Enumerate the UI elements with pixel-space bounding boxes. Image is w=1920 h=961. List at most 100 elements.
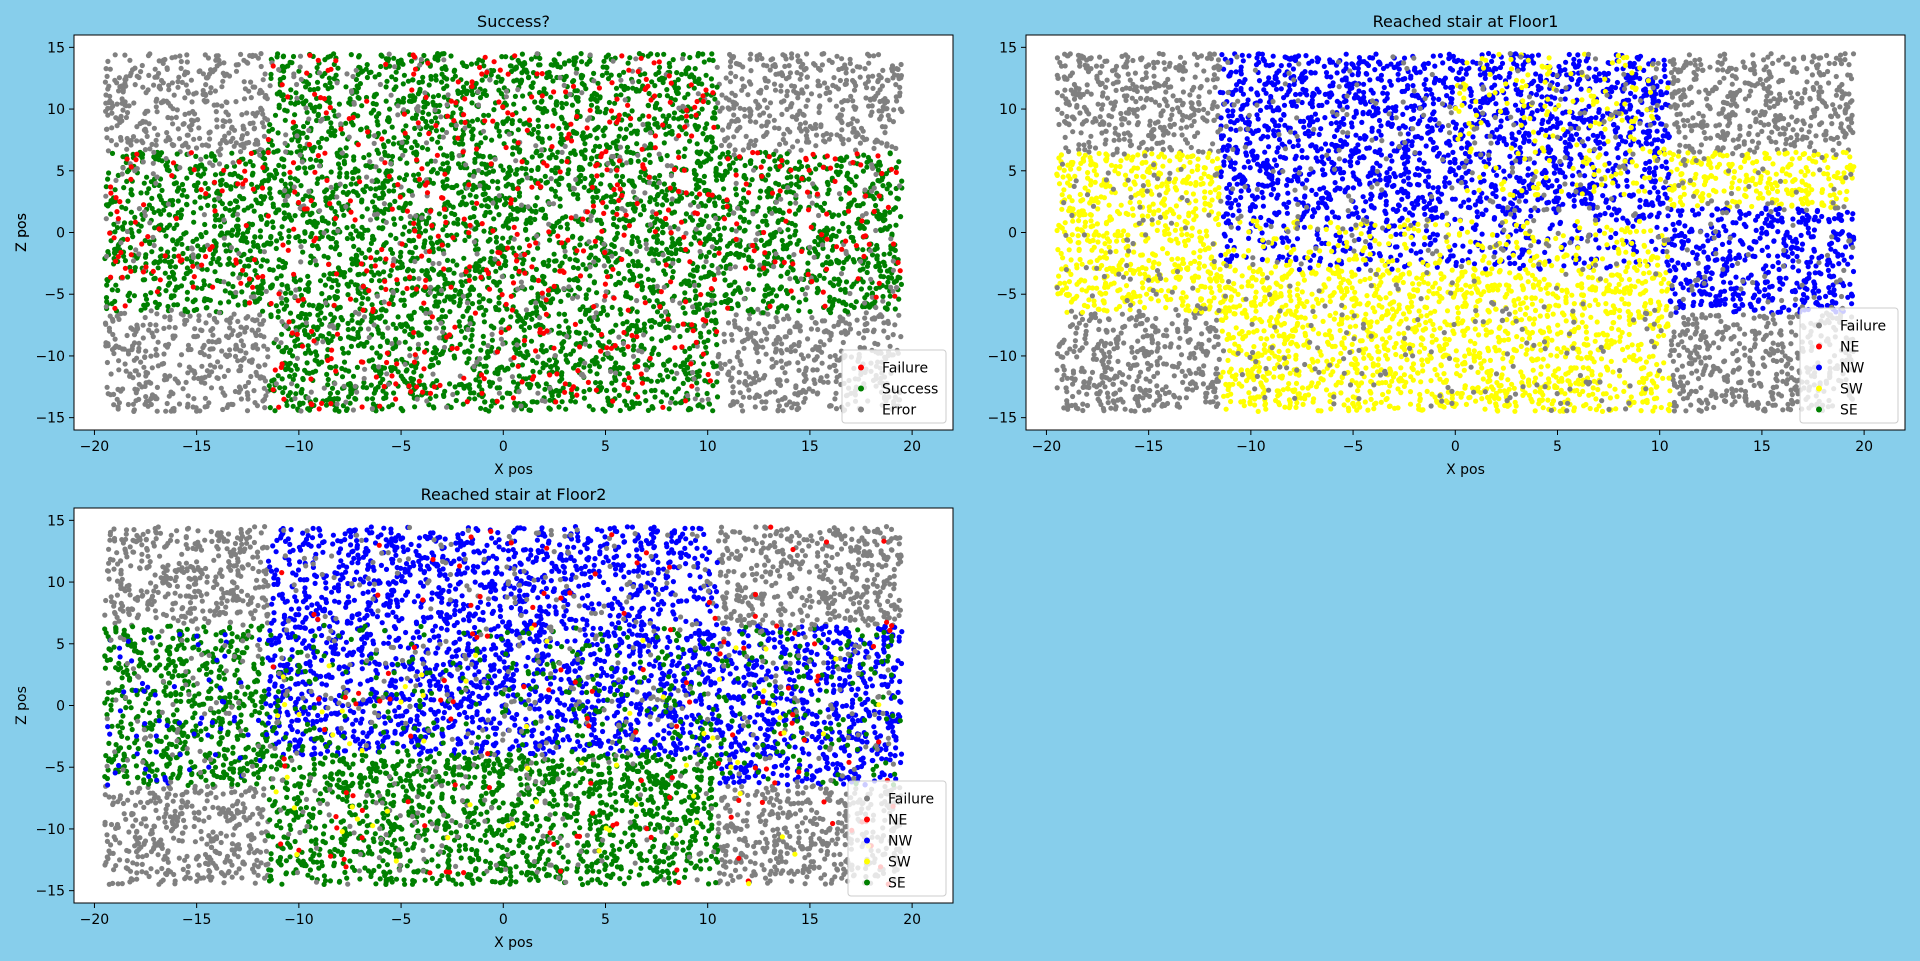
point-success (566, 381, 572, 387)
point-success (613, 85, 620, 91)
point-success (597, 380, 604, 386)
point-success (547, 135, 553, 141)
point-success (643, 237, 649, 243)
point-error (770, 56, 776, 62)
point-success (508, 314, 514, 320)
point-success (637, 174, 643, 180)
point-error (161, 351, 167, 357)
point-success (701, 218, 707, 224)
point-success (696, 306, 702, 312)
point-success (337, 170, 343, 176)
point-success (694, 182, 700, 188)
point-error (254, 110, 260, 116)
point-success (279, 156, 285, 162)
point-success (513, 171, 519, 177)
point-error (752, 330, 759, 336)
point-success (675, 386, 682, 392)
point-error (857, 140, 864, 146)
point-success (359, 197, 365, 203)
point-error (161, 325, 167, 331)
point-success (590, 407, 596, 413)
point-error (116, 75, 122, 81)
point-error (183, 379, 189, 385)
point-success (563, 352, 569, 358)
point-success (365, 227, 371, 233)
point-success (655, 260, 662, 266)
point-error (731, 134, 737, 140)
point-success (267, 405, 273, 411)
point-success (499, 76, 505, 82)
point-error (779, 396, 785, 402)
point-success (281, 210, 287, 216)
point-success (656, 69, 662, 75)
point-success (529, 131, 535, 137)
point-error (166, 82, 172, 88)
point-success (526, 74, 532, 80)
point-error (802, 120, 809, 126)
point-success (422, 228, 429, 234)
point-success (543, 215, 549, 221)
point-success (595, 188, 601, 194)
point-error (182, 111, 188, 117)
point-success (704, 390, 710, 397)
point-success (701, 361, 707, 367)
point-success (486, 408, 492, 414)
point-success (461, 62, 467, 69)
point-success (703, 254, 709, 260)
point-success (651, 304, 657, 310)
point-success (481, 319, 487, 325)
point-error (253, 342, 259, 348)
point-error (843, 77, 850, 83)
point-success (530, 368, 536, 374)
point-error (760, 344, 766, 350)
point-success (683, 131, 689, 137)
point-success (483, 183, 489, 189)
point-success (449, 155, 455, 161)
point-success (401, 72, 407, 78)
point-error (252, 400, 258, 406)
point-success (593, 380, 599, 386)
point-error (186, 124, 192, 130)
point-error (759, 123, 765, 129)
point-success (433, 301, 440, 307)
point-error (864, 85, 870, 91)
point-success (299, 94, 305, 100)
point-error (154, 384, 160, 390)
point-success (617, 280, 624, 286)
point-error (207, 129, 213, 135)
point-success (636, 78, 642, 85)
point-error (821, 80, 828, 86)
point-error (771, 81, 778, 87)
point-error (891, 107, 897, 113)
point-success (656, 76, 663, 83)
point-error (722, 361, 728, 367)
point-error (125, 401, 131, 408)
point-success (610, 328, 616, 334)
point-success (516, 373, 522, 379)
point-success (658, 156, 664, 163)
point-success (521, 257, 527, 263)
point-success (427, 235, 434, 241)
point-success (578, 149, 585, 155)
point-success (612, 376, 618, 382)
point-error (731, 112, 737, 118)
point-success (337, 251, 343, 258)
point-error (168, 408, 174, 414)
point-error (805, 97, 811, 103)
point-success (676, 257, 682, 264)
point-error (130, 401, 136, 407)
point-success (620, 182, 627, 188)
point-success (522, 402, 529, 409)
point-success (616, 72, 623, 78)
point-error (104, 73, 110, 79)
point-success (519, 51, 526, 57)
point-success (711, 109, 717, 116)
point-success (665, 374, 671, 380)
point-error (111, 402, 117, 408)
point-success (609, 304, 615, 310)
point-success (634, 141, 640, 147)
point-success (243, 161, 249, 167)
point-success (403, 172, 410, 178)
point-success (669, 236, 675, 242)
point-error (142, 314, 148, 321)
